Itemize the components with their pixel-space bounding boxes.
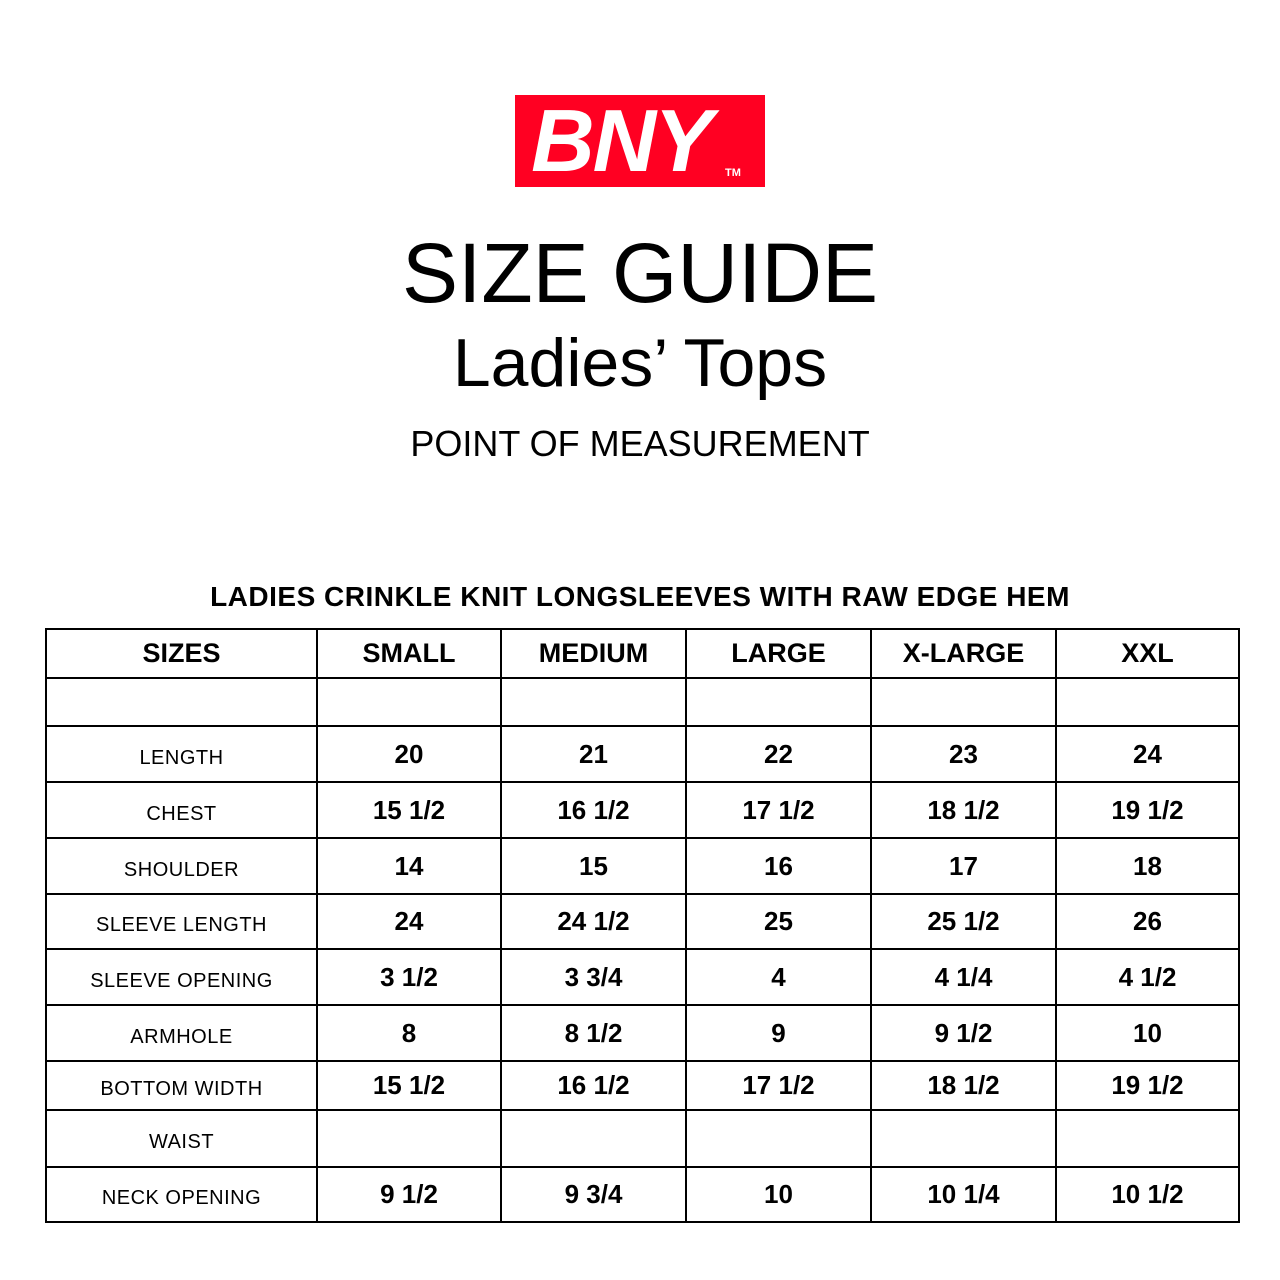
measurement-value — [685, 1109, 872, 1168]
size-table: SIZES SMALL MEDIUM LARGE X-LARGE XXL LENGTH 20… — [45, 628, 1240, 1223]
measurement-value — [1055, 1109, 1240, 1168]
measurement-value: 21 — [500, 725, 687, 783]
measurement-value: 15 1/2 — [316, 1060, 502, 1111]
column-header: SIZES — [45, 628, 318, 679]
table-row: SLEEVE OPENING 3 1/2 3 3/4 4 4 1/4 4 1/2 — [45, 948, 1240, 1006]
measurement-value: 10 1/4 — [870, 1166, 1057, 1223]
table-row: CHEST 15 1/2 16 1/2 17 1/2 18 1/2 19 1/2 — [45, 781, 1240, 839]
measurement-value: 18 1/2 — [870, 781, 1057, 839]
table-row: ARMHOLE 8 8 1/2 9 9 1/2 10 — [45, 1004, 1240, 1062]
measurement-value — [870, 1109, 1057, 1168]
page-subtitle: Ladies’ Tops — [452, 325, 828, 401]
measurement-value: 9 1/2 — [316, 1166, 502, 1223]
measurement-label: WAIST — [45, 1109, 318, 1168]
section-heading: POINT OF MEASUREMENT — [410, 423, 870, 464]
measurement-value: 8 1/2 — [500, 1004, 687, 1062]
table-row: SLEEVE LENGTH 24 24 1/2 25 25 1/2 26 — [45, 893, 1240, 950]
header-row: SIZES SMALL MEDIUM LARGE X-LARGE XXL — [45, 628, 1240, 679]
measurement-value: 3 1/2 — [316, 948, 502, 1006]
table-row: SHOULDER 14 15 16 17 18 — [45, 837, 1240, 895]
measurement-value: 9 1/2 — [870, 1004, 1057, 1062]
measurement-value: 16 1/2 — [500, 1060, 687, 1111]
measurement-label: SLEEVE OPENING — [45, 948, 318, 1006]
measurement-label: NECK OPENING — [45, 1166, 318, 1223]
column-header: XXL — [1055, 628, 1240, 679]
measurement-value — [500, 677, 687, 727]
measurement-value: 15 — [500, 837, 687, 895]
measurement-value: 15 1/2 — [316, 781, 502, 839]
product-name: LADIES CRINKLE KNIT LONGSLEEVES WITH RAW… — [210, 581, 1070, 612]
measurement-value: 16 1/2 — [500, 781, 687, 839]
logo-text: BNY — [531, 95, 713, 187]
measurement-value: 24 — [1055, 725, 1240, 783]
measurement-value: 24 1/2 — [500, 893, 687, 950]
column-header: LARGE — [685, 628, 872, 679]
measurement-value: 26 — [1055, 893, 1240, 950]
measurement-label: BOTTOM WIDTH — [45, 1060, 318, 1111]
column-header: MEDIUM — [500, 628, 687, 679]
column-header: X-LARGE — [870, 628, 1057, 679]
measurement-label: CHEST — [45, 781, 318, 839]
measurement-value: 18 1/2 — [870, 1060, 1057, 1111]
measurement-value: 10 1/2 — [1055, 1166, 1240, 1223]
measurement-value: 24 — [316, 893, 502, 950]
measurement-value: 4 1/2 — [1055, 948, 1240, 1006]
column-header: SMALL — [316, 628, 502, 679]
measurement-value: 4 1/4 — [870, 948, 1057, 1006]
measurement-value: 18 — [1055, 837, 1240, 895]
table-row: BOTTOM WIDTH 15 1/2 16 1/2 17 1/2 18 1/2 19 1… — [45, 1060, 1240, 1111]
measurement-value: 4 — [685, 948, 872, 1006]
measurement-value: 10 — [1055, 1004, 1240, 1062]
table-row: LENGTH 20 21 22 23 24 — [45, 725, 1240, 783]
measurement-value — [870, 677, 1057, 727]
measurement-label: SLEEVE LENGTH — [45, 893, 318, 950]
measurement-value: 3 3/4 — [500, 948, 687, 1006]
page-title: SIZE GUIDE — [401, 226, 879, 320]
table-row — [45, 677, 1240, 727]
brand-logo: BNY TM — [515, 95, 765, 187]
measurement-value: 14 — [316, 837, 502, 895]
trademark-mark: TM — [725, 167, 741, 179]
measurement-label: ARMHOLE — [45, 1004, 318, 1062]
measurement-value: 19 1/2 — [1055, 1060, 1240, 1111]
measurement-value — [316, 1109, 502, 1168]
measurement-value: 9 — [685, 1004, 872, 1062]
measurement-value: 16 — [685, 837, 872, 895]
measurement-value: 17 1/2 — [685, 1060, 872, 1111]
measurement-value — [685, 677, 872, 727]
measurement-label — [45, 677, 318, 727]
measurement-label: LENGTH — [45, 725, 318, 783]
measurement-value: 25 — [685, 893, 872, 950]
measurement-value: 10 — [685, 1166, 872, 1223]
measurement-value — [500, 1109, 687, 1168]
measurement-value: 17 — [870, 837, 1057, 895]
measurement-label: SHOULDER — [45, 837, 318, 895]
measurement-value — [316, 677, 502, 727]
measurement-value: 19 1/2 — [1055, 781, 1240, 839]
table-row: WAIST — [45, 1109, 1240, 1168]
measurement-value: 17 1/2 — [685, 781, 872, 839]
measurement-value: 9 3/4 — [500, 1166, 687, 1223]
measurement-value: 22 — [685, 725, 872, 783]
table-row: NECK OPENING 9 1/2 9 3/4 10 10 1/4 10 1/2 — [45, 1166, 1240, 1223]
measurement-value: 20 — [316, 725, 502, 783]
measurement-value — [1055, 677, 1240, 727]
measurement-value: 23 — [870, 725, 1057, 783]
measurement-value: 25 1/2 — [870, 893, 1057, 950]
measurement-value: 8 — [316, 1004, 502, 1062]
